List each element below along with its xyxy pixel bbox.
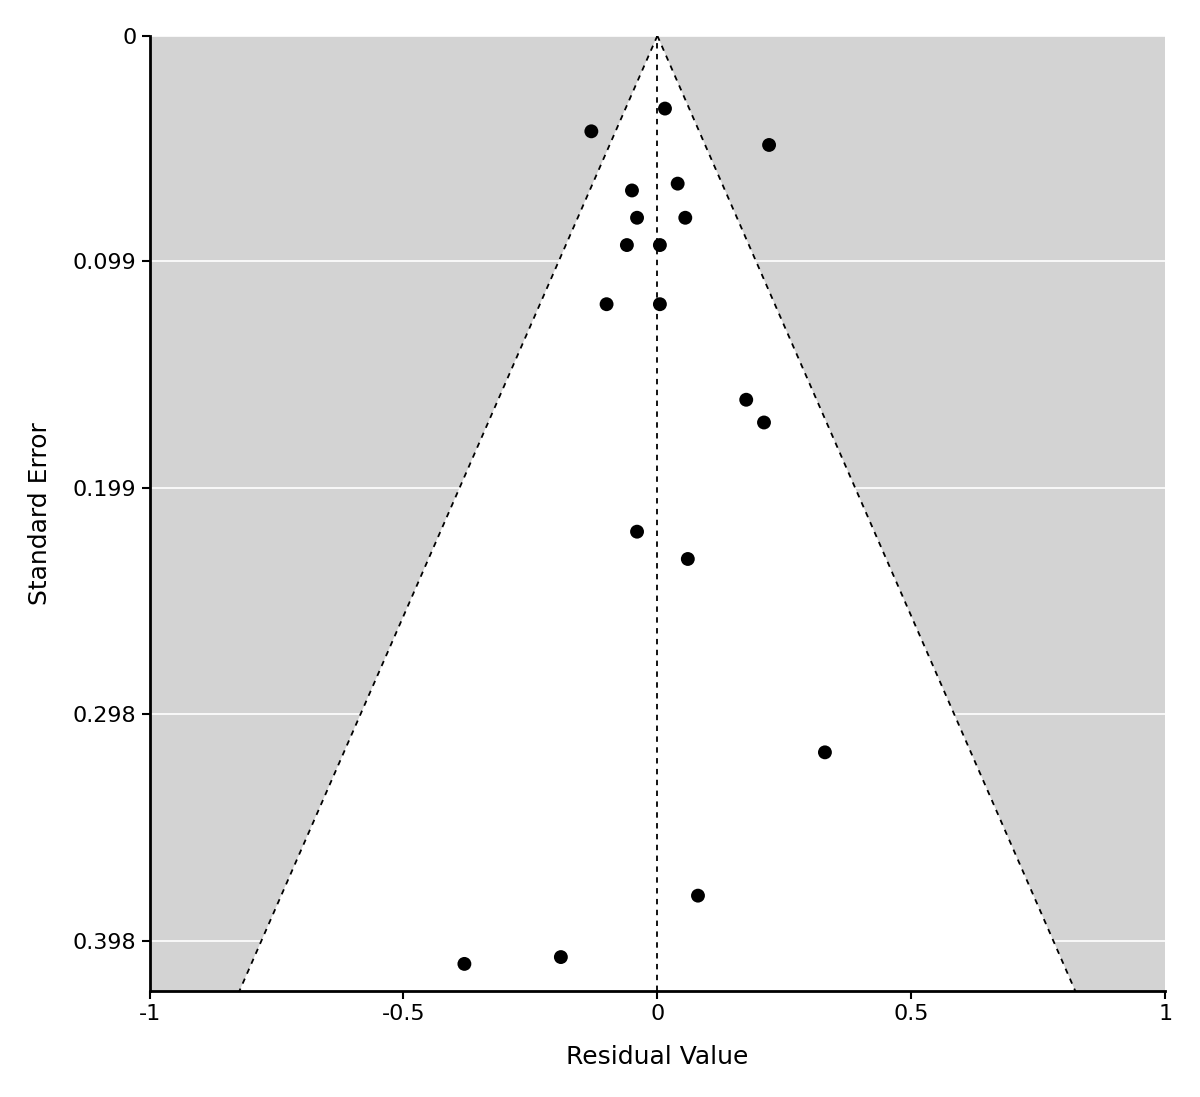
Point bbox=[655, 100, 674, 117]
X-axis label: Residual Value: Residual Value bbox=[566, 1045, 749, 1070]
Point bbox=[628, 210, 647, 227]
Point bbox=[650, 236, 670, 253]
Point bbox=[737, 391, 756, 408]
Point bbox=[628, 523, 647, 541]
Point bbox=[623, 182, 642, 200]
Point bbox=[678, 551, 697, 568]
Point bbox=[582, 123, 601, 140]
Point bbox=[815, 744, 834, 761]
Point bbox=[650, 295, 670, 313]
Point bbox=[689, 886, 708, 904]
Point bbox=[668, 174, 688, 192]
Polygon shape bbox=[239, 36, 1075, 992]
Y-axis label: Standard Error: Standard Error bbox=[28, 422, 52, 604]
Point bbox=[760, 136, 779, 154]
Point bbox=[755, 414, 774, 431]
Point bbox=[596, 295, 616, 313]
Point bbox=[455, 955, 474, 973]
Point bbox=[551, 948, 570, 965]
Point bbox=[617, 236, 636, 253]
Point bbox=[676, 210, 695, 227]
